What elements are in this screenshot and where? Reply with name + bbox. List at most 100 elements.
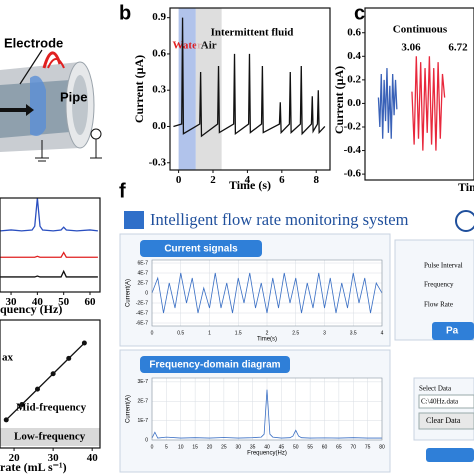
x-tick-label: 6 bbox=[279, 174, 285, 186]
pipe-diagram bbox=[0, 0, 110, 165]
x-tick-label: 30 bbox=[6, 296, 18, 308]
x-tick-label: 40 bbox=[87, 452, 99, 464]
data-line bbox=[0, 197, 98, 232]
x-tick-label: 50 bbox=[293, 444, 299, 450]
annotation: 3.06 bbox=[401, 42, 421, 54]
y-tick-label: -2E-7 bbox=[136, 300, 148, 306]
x-tick-label: 65 bbox=[336, 444, 342, 450]
x-tick-label: 3.5 bbox=[350, 330, 357, 336]
panel-header-text: Current signals bbox=[164, 244, 238, 255]
y-tick-label: -0.2 bbox=[344, 121, 362, 133]
y-tick-label: -4E-7 bbox=[136, 310, 148, 316]
select-panel bbox=[413, 377, 474, 441]
y-tick-label: 0.6 bbox=[347, 26, 361, 38]
clear-button-text[interactable]: Clear Data bbox=[426, 416, 461, 425]
data-line bbox=[411, 56, 446, 151]
x-tick-label: 55 bbox=[307, 444, 313, 450]
x-tick-label: 0 bbox=[176, 174, 182, 186]
x-tick-label: 20 bbox=[9, 452, 21, 464]
x-axis-label: Time(s) bbox=[257, 337, 277, 343]
panel-label: c bbox=[354, 2, 365, 24]
x-tick-label: 5 bbox=[165, 444, 168, 450]
x-tick-label: 4 bbox=[245, 174, 251, 186]
file-box[interactable] bbox=[418, 394, 474, 409]
y-tick-label: 0 bbox=[145, 437, 148, 443]
x-tick-label: 60 bbox=[322, 444, 328, 450]
x-tick-label: 45 bbox=[279, 444, 285, 450]
band bbox=[0, 428, 100, 446]
y-tick-label: 0 bbox=[145, 290, 148, 296]
region-label: Air bbox=[201, 40, 217, 52]
data-point bbox=[3, 417, 9, 423]
x-tick-label: 40 bbox=[264, 444, 270, 450]
x-tick-label: 1 bbox=[208, 330, 211, 336]
panel-header bbox=[140, 356, 290, 373]
region bbox=[178, 8, 196, 170]
x-tick-label: 60 bbox=[85, 296, 97, 308]
y-tick-label: 0.6 bbox=[152, 47, 166, 59]
title-icon bbox=[124, 211, 144, 229]
logo bbox=[455, 210, 474, 232]
x-tick-label: 80 bbox=[379, 444, 385, 450]
x-tick-label: 30 bbox=[48, 452, 60, 464]
data-line bbox=[0, 251, 98, 258]
x-tick-label: 10 bbox=[178, 444, 184, 450]
chart-title: Continuous bbox=[393, 24, 448, 36]
x-tick-label: 1.5 bbox=[235, 330, 242, 336]
plot-frame bbox=[151, 377, 383, 441]
y-tick-label: -0.4 bbox=[344, 144, 362, 156]
panel-header bbox=[140, 240, 262, 257]
y-tick-label: 2E-7 bbox=[137, 280, 148, 286]
button[interactable] bbox=[432, 322, 474, 340]
data-point bbox=[66, 355, 72, 361]
x-tick-label: 75 bbox=[365, 444, 371, 450]
annotation: 6.72 bbox=[448, 42, 468, 54]
chart-title: Intermittent fluid bbox=[211, 27, 294, 39]
y-tick-label: 3E-7 bbox=[137, 379, 148, 385]
x-axis-label: Time (s) bbox=[229, 178, 271, 192]
panel-label: f bbox=[119, 180, 126, 202]
field-label: Frequency bbox=[424, 281, 454, 289]
data-line bbox=[151, 389, 382, 439]
plot-frame bbox=[364, 7, 474, 181]
y-tick-label: 2E-7 bbox=[137, 399, 148, 405]
y-tick-label: 4E-7 bbox=[137, 270, 148, 276]
y-tick-label: 0.9 bbox=[152, 11, 166, 23]
x-tick-label: 0 bbox=[151, 330, 154, 336]
clear-button[interactable] bbox=[418, 412, 474, 430]
y-tick-label: 0.2 bbox=[347, 73, 361, 85]
diagram-label: Electrode bbox=[4, 35, 63, 50]
y-tick-label: 0.0 bbox=[152, 120, 166, 132]
region-label: Water bbox=[173, 40, 202, 52]
y-tick-label: 0.0 bbox=[347, 97, 361, 109]
button[interactable] bbox=[426, 448, 474, 462]
file-name[interactable]: C:\40Hz.data bbox=[421, 398, 459, 406]
y-axis-label: Current (μA) bbox=[332, 66, 346, 134]
y-tick-label: 6E-7 bbox=[137, 260, 148, 266]
y-tick-label: -0.3 bbox=[149, 156, 167, 168]
field-label: Pulse Interval bbox=[424, 262, 463, 270]
x-axis-label: rate (mL s⁻¹) bbox=[0, 460, 67, 474]
annotation: Mid-frequency bbox=[16, 402, 87, 414]
x-tick-label: 2.5 bbox=[292, 330, 299, 336]
annotation: Low-frequency bbox=[14, 431, 86, 443]
plot-frame bbox=[0, 197, 101, 293]
x-tick-label: 15 bbox=[192, 444, 198, 450]
x-tick-label: 2 bbox=[266, 330, 269, 336]
x-tick-label: 50 bbox=[58, 296, 70, 308]
field-label: Flow Rate bbox=[424, 301, 453, 309]
button-text[interactable]: Pa bbox=[446, 326, 459, 337]
data-line bbox=[151, 272, 383, 314]
x-tick-label: 30 bbox=[235, 444, 241, 450]
x-tick-label: 70 bbox=[350, 444, 356, 450]
y-tick-label: 0.4 bbox=[347, 50, 361, 62]
y-axis-label: Current(A) bbox=[126, 279, 132, 307]
panel-label: b bbox=[119, 2, 131, 24]
x-tick-label: 4 bbox=[381, 330, 384, 336]
x-tick-label: 2 bbox=[210, 174, 216, 186]
x-tick-label: 20 bbox=[207, 444, 213, 450]
data-point bbox=[50, 371, 56, 377]
data-point bbox=[81, 340, 87, 346]
y-tick-label: 1E-7 bbox=[137, 418, 148, 424]
